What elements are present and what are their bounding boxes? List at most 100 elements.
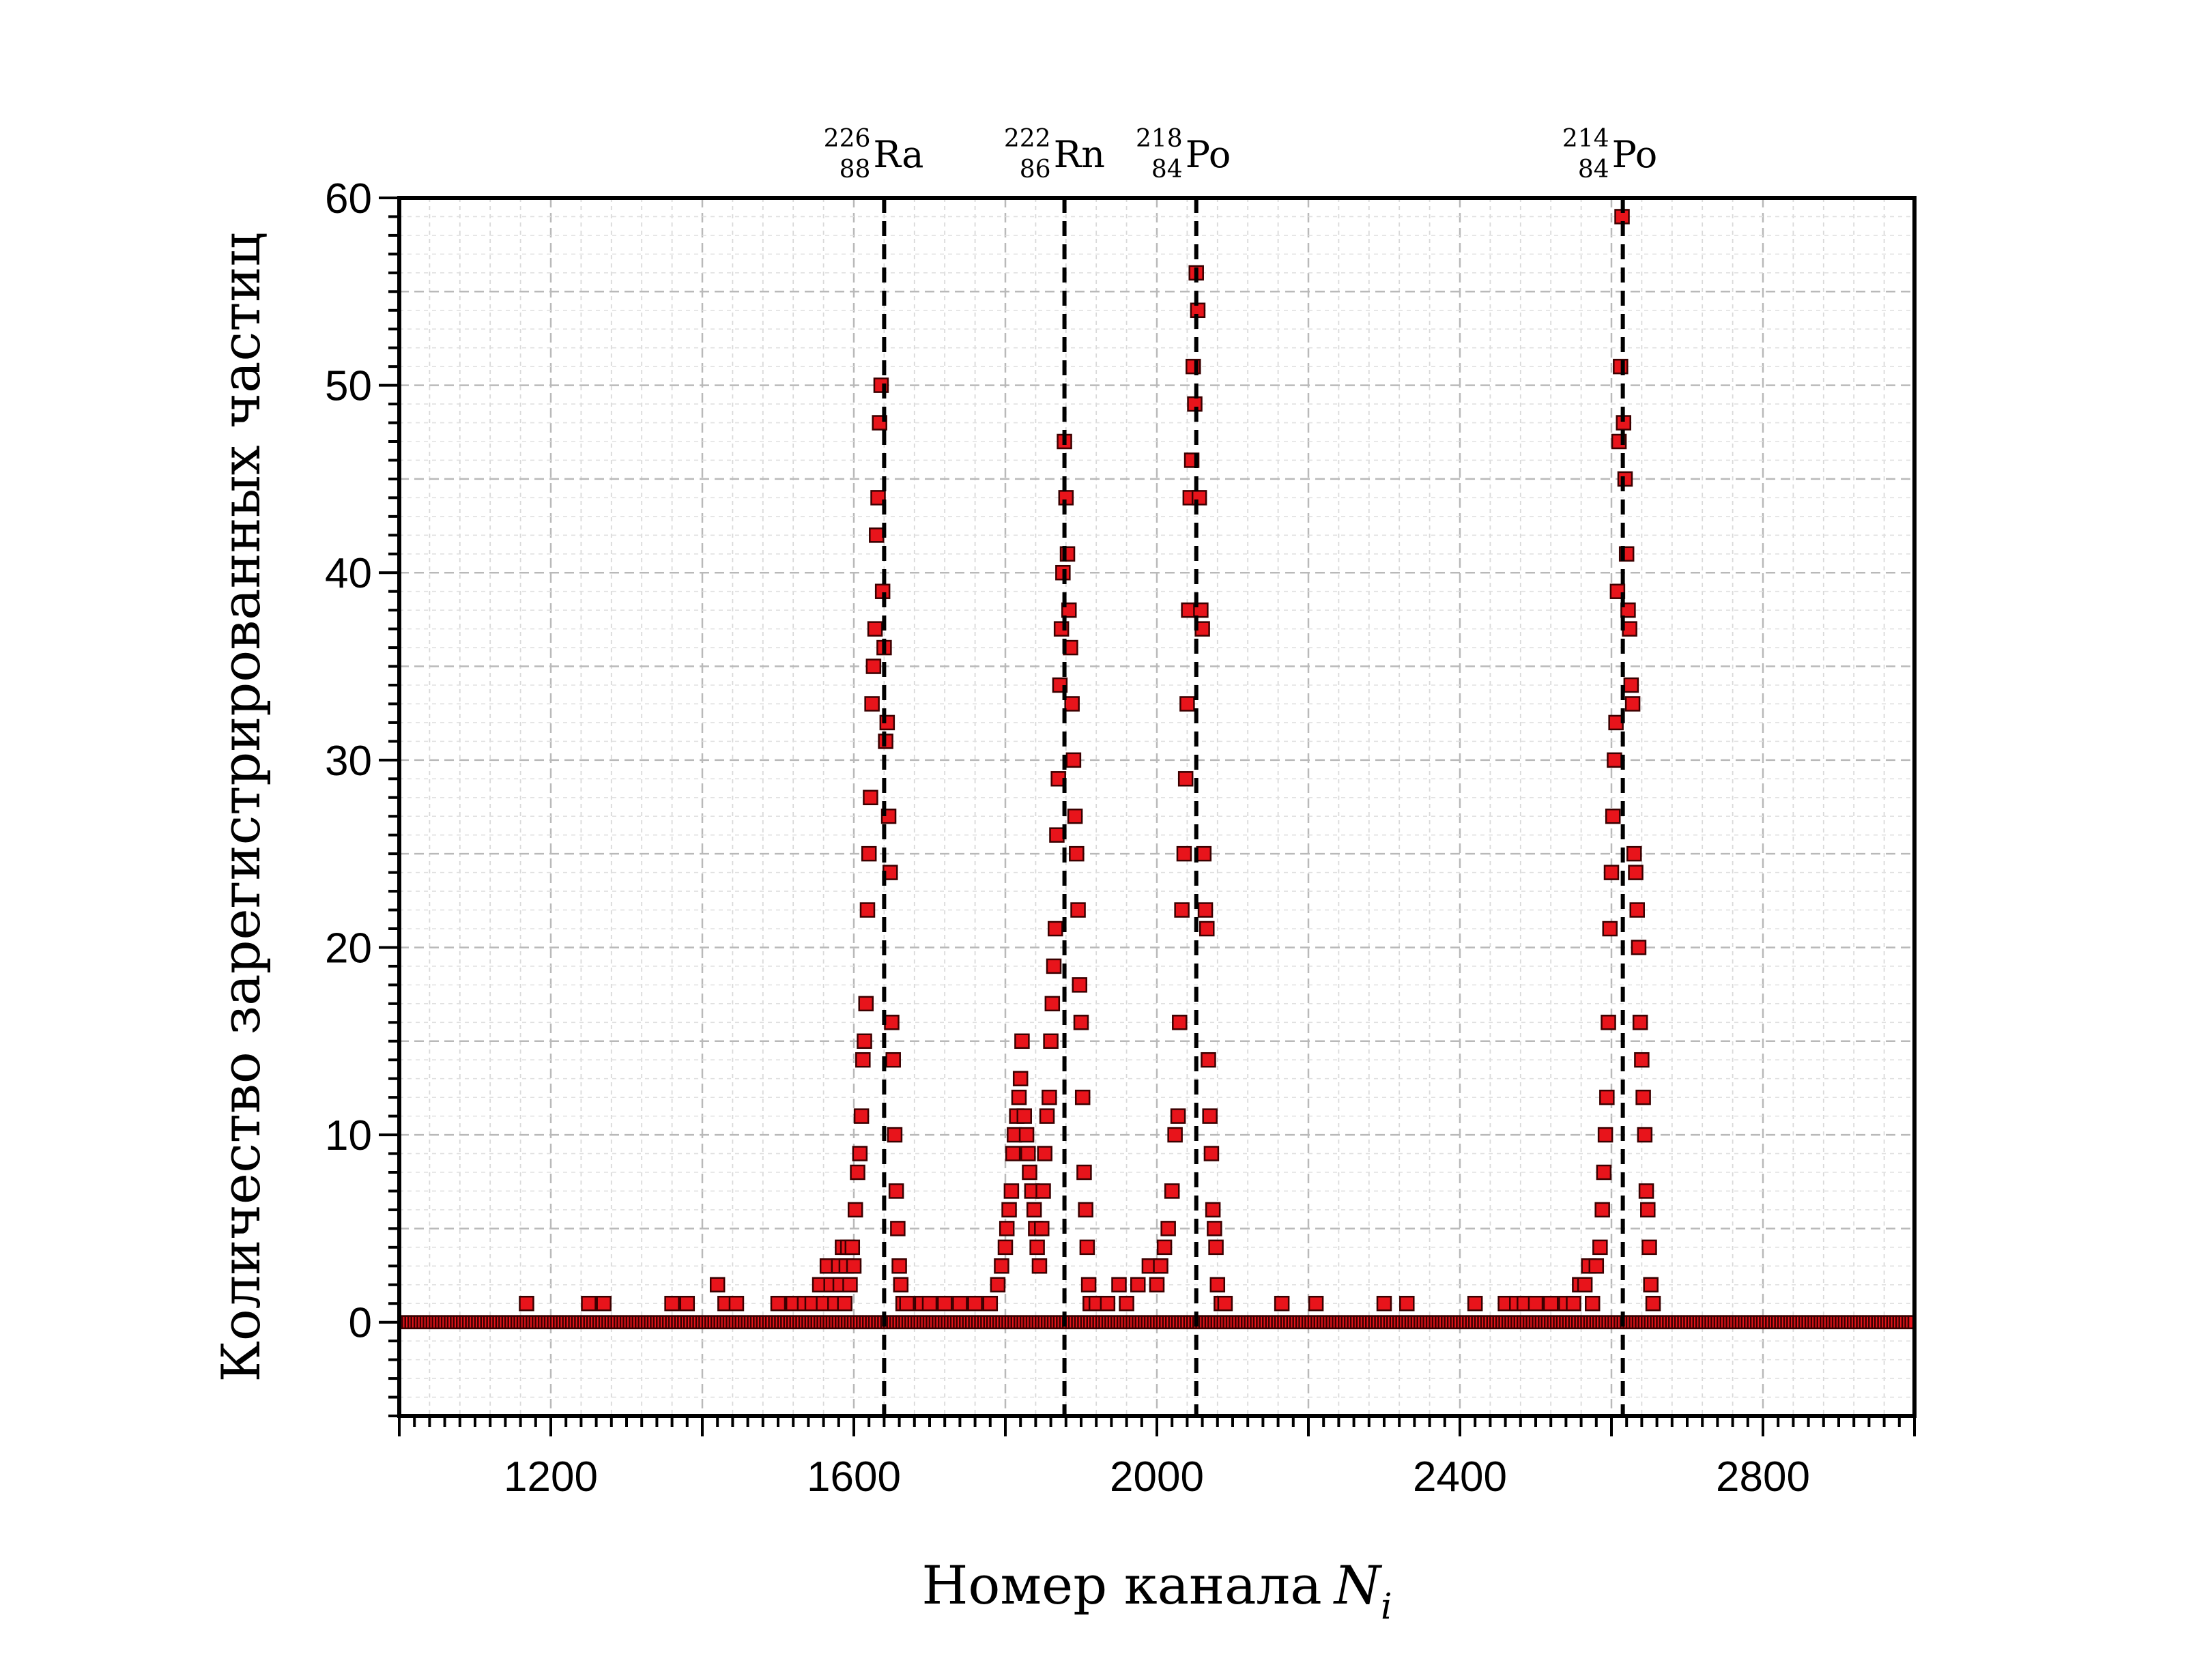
data-point <box>1197 902 1214 918</box>
data-point <box>1629 902 1645 918</box>
data-point <box>1196 845 1212 862</box>
data-point <box>1034 1221 1050 1236</box>
data-point <box>861 845 877 862</box>
data-point <box>1076 1164 1092 1181</box>
data-point <box>1005 1146 1021 1161</box>
x-tick-label: 2000 <box>1110 1453 1204 1501</box>
data-point <box>885 1052 901 1068</box>
data-point <box>1067 808 1083 824</box>
isotope-z: 88 <box>840 156 871 184</box>
data-point <box>1160 1221 1176 1236</box>
data-point <box>1064 696 1080 712</box>
isotope-symbol: Po <box>1612 133 1658 176</box>
data-point <box>1043 1033 1059 1049</box>
y-tick-label: 50 <box>325 363 372 410</box>
data-point <box>1022 1164 1037 1181</box>
data-point <box>1594 1202 1610 1218</box>
data-point <box>1149 1277 1165 1293</box>
y-tick-label: 40 <box>325 550 372 597</box>
data-point <box>728 1295 745 1312</box>
data-point <box>1605 808 1621 824</box>
data-point <box>1626 845 1642 862</box>
y-tick-label: 20 <box>325 925 372 972</box>
data-point <box>1026 1202 1042 1218</box>
data-point <box>1011 1089 1027 1105</box>
isotope-mass: 218 <box>1136 125 1183 153</box>
data-point <box>1014 1033 1030 1049</box>
data-point <box>1037 1146 1052 1161</box>
data-point <box>1631 940 1647 955</box>
data-point <box>1592 1239 1608 1256</box>
data-point <box>852 1146 868 1161</box>
data-point <box>596 1295 612 1312</box>
data-point <box>1170 1108 1186 1124</box>
isotope-mass: 222 <box>1004 125 1051 153</box>
isotope-z: 86 <box>1020 156 1051 184</box>
data-point <box>1399 1295 1415 1312</box>
baseline-zero-points <box>399 1315 1914 1329</box>
data-point <box>967 1295 983 1312</box>
data-point <box>1202 1108 1218 1124</box>
data-point <box>864 696 880 712</box>
data-point <box>1012 1071 1029 1086</box>
data-point <box>952 1295 968 1312</box>
axes: 1200 1600 2000 2400 2800 0 10 20 30 40 50 60 <box>325 175 1916 1501</box>
isotope-label: 226 88 Ra <box>824 125 924 184</box>
data-point <box>1069 845 1085 862</box>
x-tick-label: 2800 <box>1716 1453 1810 1501</box>
data-point <box>899 1295 915 1312</box>
data-point <box>1632 1015 1648 1030</box>
scatter-series <box>519 209 1661 1312</box>
data-point <box>1623 677 1639 693</box>
data-point <box>664 1295 680 1312</box>
data-point <box>1203 1146 1220 1161</box>
data-point <box>1048 921 1063 937</box>
x-tick-label: 1600 <box>807 1453 901 1501</box>
x-tick-label: 1200 <box>504 1453 598 1501</box>
data-point <box>581 1295 597 1312</box>
data-point <box>1016 1108 1032 1124</box>
data-point <box>709 1277 726 1293</box>
data-point <box>1613 358 1629 375</box>
data-point <box>1637 1127 1653 1143</box>
data-point <box>1049 827 1065 843</box>
data-point <box>1527 1295 1544 1312</box>
data-point <box>857 1033 872 1049</box>
data-point <box>1172 1015 1188 1030</box>
data-point <box>858 996 874 1012</box>
data-point <box>1039 1108 1055 1124</box>
data-point <box>1072 977 1088 993</box>
data-point <box>1079 1239 1095 1256</box>
data-point <box>1624 696 1641 712</box>
data-point <box>847 1202 863 1218</box>
data-point <box>1585 1295 1601 1312</box>
data-point <box>990 1277 1006 1293</box>
data-point <box>891 1258 907 1274</box>
isotope-mass: 214 <box>1562 125 1609 153</box>
data-point <box>865 658 882 674</box>
data-point <box>1003 1183 1020 1199</box>
data-point <box>1601 1015 1616 1030</box>
data-point <box>1199 921 1215 937</box>
data-point <box>1467 1295 1483 1312</box>
data-point <box>1217 1295 1233 1312</box>
isotope-label: 222 86 Rn <box>1004 125 1105 184</box>
isotope-symbol: Ra <box>873 133 923 176</box>
data-point <box>1164 1183 1180 1199</box>
data-point <box>1179 696 1195 712</box>
isotope-mass: 226 <box>824 125 871 153</box>
data-point <box>1602 921 1618 937</box>
data-point <box>1208 1239 1224 1256</box>
data-point <box>1073 1015 1089 1030</box>
data-point <box>844 1239 861 1256</box>
isotope-symbol: Po <box>1186 133 1231 176</box>
data-point <box>770 1295 786 1312</box>
data-point <box>1638 1183 1654 1199</box>
data-point <box>870 490 886 506</box>
data-point <box>867 621 883 637</box>
isotope-label: 214 84 Po <box>1562 125 1657 184</box>
data-point <box>1111 1277 1127 1293</box>
data-point <box>850 1164 865 1181</box>
data-point <box>846 1258 862 1274</box>
